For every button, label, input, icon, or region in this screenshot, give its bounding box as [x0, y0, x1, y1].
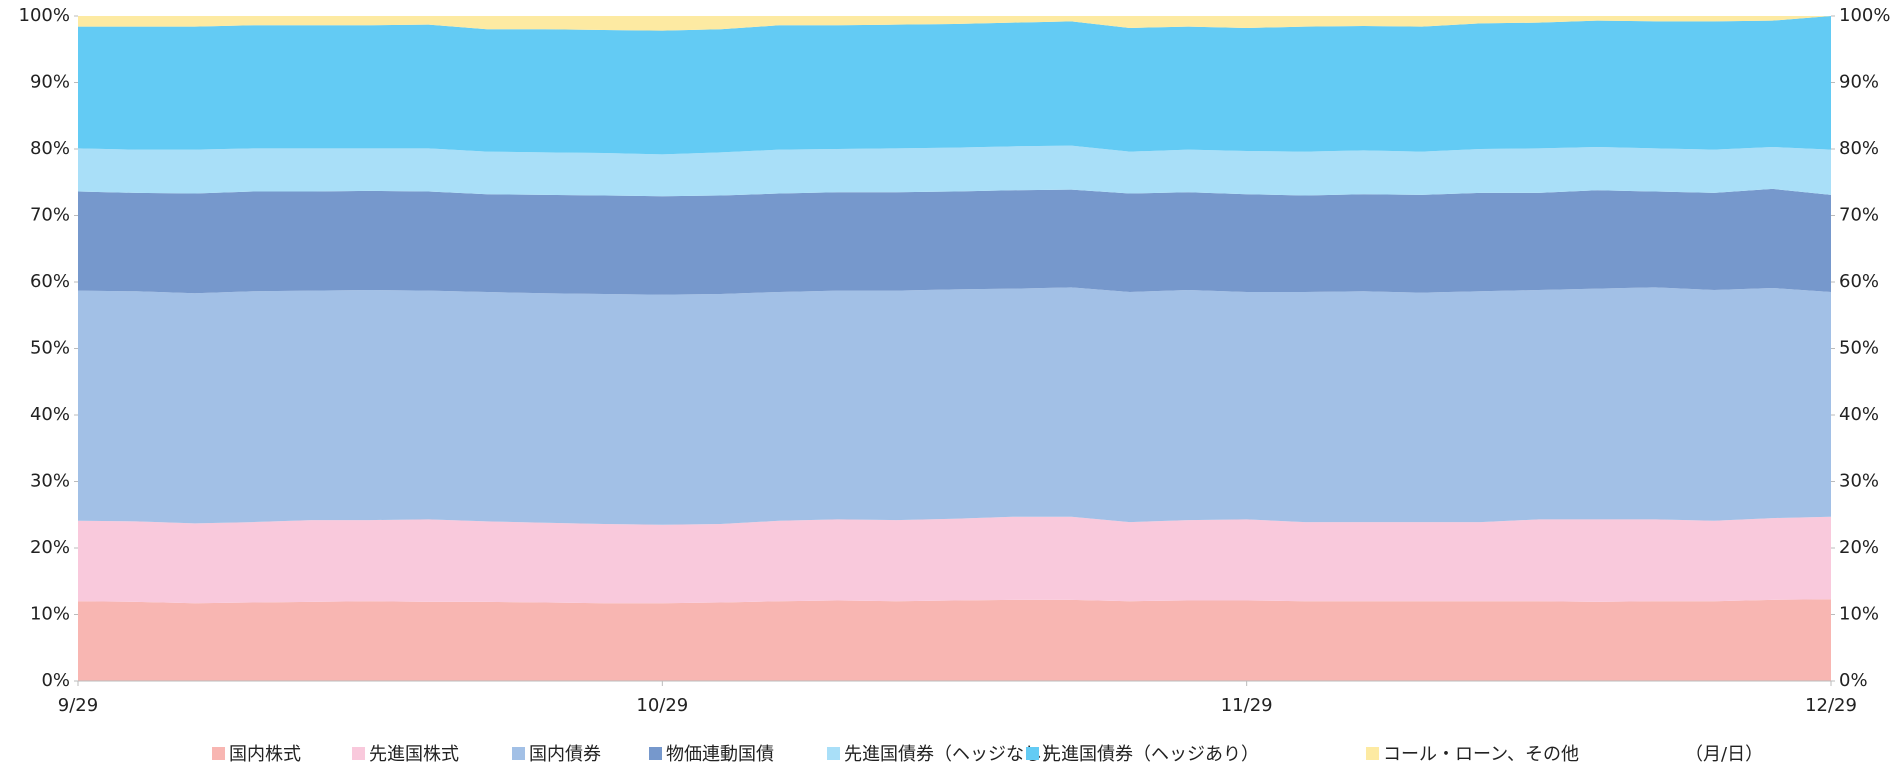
legend-swatch: [352, 747, 365, 760]
y2-tick-label: 20%: [1839, 537, 1879, 558]
x-tick-label: 12/29: [1805, 695, 1857, 716]
area: [78, 16, 1831, 155]
y-tick-label: 0%: [41, 670, 70, 691]
y2-tick-label: 0%: [1839, 670, 1868, 691]
x-tick-label: 9/29: [58, 695, 98, 716]
legend-label: 国内株式: [229, 744, 301, 765]
legend-swatch: [827, 747, 840, 760]
y2-tick-label: 40%: [1839, 404, 1879, 425]
legend-label: 国内債券: [529, 744, 601, 765]
y2-tick-label: 80%: [1839, 138, 1879, 159]
legend-swatch: [212, 747, 225, 760]
legend-swatch: [1026, 747, 1039, 760]
legend-label: 先進国株式: [369, 744, 459, 765]
y2-tick-label: 70%: [1839, 205, 1879, 226]
y-tick-label: 40%: [30, 404, 70, 425]
y-tick-label: 60%: [30, 271, 70, 292]
y-tick-label: 30%: [30, 471, 70, 492]
area: [78, 145, 1831, 197]
legend-label: 先進国債券（ヘッジあり）: [1043, 744, 1259, 765]
legend-swatch: [649, 747, 662, 760]
y2-tick-label: 30%: [1839, 471, 1879, 492]
legend-label: 物価連動国債: [666, 744, 774, 765]
area: [78, 188, 1831, 295]
y-tick-label: 100%: [19, 5, 70, 26]
x-tick-label: 11/29: [1221, 695, 1273, 716]
y-tick-label: 70%: [30, 205, 70, 226]
area: [78, 16, 1831, 31]
legend-label: コール・ローン、その他: [1383, 744, 1579, 765]
y2-tick-label: 100%: [1839, 5, 1890, 26]
y2-tick-label: 50%: [1839, 338, 1879, 359]
x-tick-label: 10/29: [636, 695, 688, 716]
legend-label: 先進国債券（ヘッジなし）: [844, 744, 1060, 765]
legend-swatch: [512, 747, 525, 760]
x-axis-label: （月/日）: [1685, 744, 1763, 765]
y-tick-label: 20%: [30, 537, 70, 558]
area: [78, 599, 1831, 681]
y-tick-label: 10%: [30, 604, 70, 625]
y-tick-label: 90%: [30, 72, 70, 93]
y2-tick-label: 10%: [1839, 604, 1879, 625]
area: [78, 516, 1831, 604]
y-tick-label: 50%: [30, 338, 70, 359]
y2-tick-label: 90%: [1839, 72, 1879, 93]
y-tick-label: 80%: [30, 138, 70, 159]
legend-swatch: [1366, 747, 1379, 760]
area: [78, 287, 1831, 525]
y2-tick-label: 60%: [1839, 271, 1879, 292]
